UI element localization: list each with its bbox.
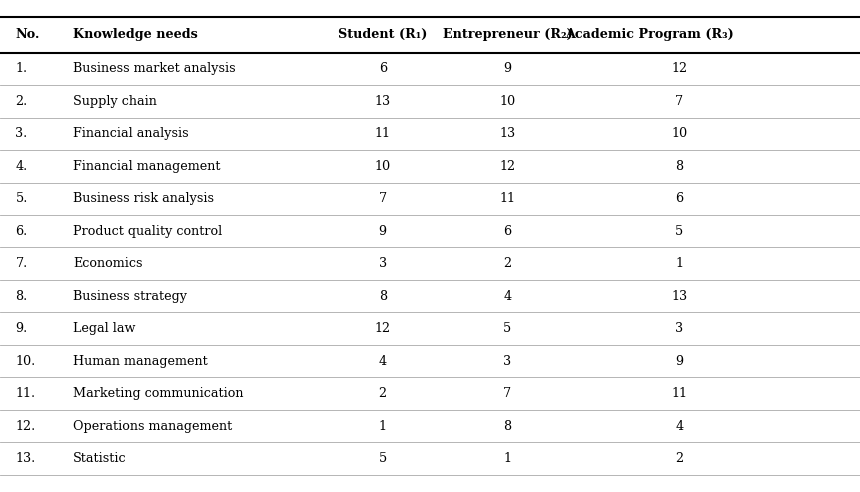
Text: 10: 10	[375, 160, 390, 173]
Text: Entrepreneur (R₂): Entrepreneur (R₂)	[443, 29, 572, 41]
Text: 13: 13	[672, 290, 687, 303]
Text: 8: 8	[378, 290, 387, 303]
Text: No.: No.	[15, 29, 40, 41]
Text: 9: 9	[675, 355, 684, 368]
Text: 4: 4	[503, 290, 512, 303]
Text: 7: 7	[503, 387, 512, 400]
Text: 9: 9	[378, 225, 387, 238]
Text: 12: 12	[672, 62, 687, 75]
Text: Business strategy: Business strategy	[73, 290, 187, 303]
Text: 3: 3	[378, 257, 387, 270]
Text: Academic Program (R₃): Academic Program (R₃)	[565, 29, 734, 41]
Text: Knowledge needs: Knowledge needs	[73, 29, 198, 41]
Text: Operations management: Operations management	[73, 420, 232, 432]
Text: 5.: 5.	[15, 192, 28, 205]
Text: 13: 13	[500, 127, 515, 140]
Text: 3: 3	[675, 322, 684, 335]
Text: 4: 4	[675, 420, 684, 432]
Text: Supply chain: Supply chain	[73, 95, 157, 108]
Text: Business risk analysis: Business risk analysis	[73, 192, 214, 205]
Text: 9: 9	[503, 62, 512, 75]
Text: 3.: 3.	[15, 127, 28, 140]
Text: 10.: 10.	[15, 355, 36, 368]
Text: 8.: 8.	[15, 290, 28, 303]
Text: 8: 8	[675, 160, 684, 173]
Text: 12: 12	[375, 322, 390, 335]
Text: 12: 12	[500, 160, 515, 173]
Text: 10: 10	[500, 95, 515, 108]
Text: 12.: 12.	[15, 420, 36, 432]
Text: Product quality control: Product quality control	[73, 225, 223, 238]
Text: 11: 11	[672, 387, 687, 400]
Text: 11.: 11.	[15, 387, 35, 400]
Text: 9.: 9.	[15, 322, 28, 335]
Text: 5: 5	[378, 452, 387, 465]
Text: 2: 2	[675, 452, 684, 465]
Text: Economics: Economics	[73, 257, 143, 270]
Text: 7: 7	[675, 95, 684, 108]
Text: Business market analysis: Business market analysis	[73, 62, 236, 75]
Text: 8: 8	[503, 420, 512, 432]
Text: 7: 7	[378, 192, 387, 205]
Text: Legal law: Legal law	[73, 322, 136, 335]
Text: 2: 2	[378, 387, 387, 400]
Text: 4.: 4.	[15, 160, 28, 173]
Text: Human management: Human management	[73, 355, 208, 368]
Text: 13.: 13.	[15, 452, 36, 465]
Text: 4: 4	[378, 355, 387, 368]
Text: 11: 11	[375, 127, 390, 140]
Text: 1: 1	[378, 420, 387, 432]
Text: 1.: 1.	[15, 62, 28, 75]
Text: Financial management: Financial management	[73, 160, 221, 173]
Text: 2.: 2.	[15, 95, 28, 108]
Text: Statistic: Statistic	[73, 452, 126, 465]
Text: Marketing communication: Marketing communication	[73, 387, 243, 400]
Text: 13: 13	[375, 95, 390, 108]
Text: 6: 6	[378, 62, 387, 75]
Text: Financial analysis: Financial analysis	[73, 127, 188, 140]
Text: 5: 5	[503, 322, 512, 335]
Text: 3: 3	[503, 355, 512, 368]
Text: 6.: 6.	[15, 225, 28, 238]
Text: Student (R₁): Student (R₁)	[338, 29, 427, 41]
Text: 10: 10	[672, 127, 687, 140]
Text: 1: 1	[503, 452, 512, 465]
Text: 6: 6	[503, 225, 512, 238]
Text: 11: 11	[500, 192, 515, 205]
Text: 1: 1	[675, 257, 684, 270]
Text: 6: 6	[675, 192, 684, 205]
Text: 7.: 7.	[15, 257, 28, 270]
Text: 5: 5	[675, 225, 684, 238]
Text: 2: 2	[503, 257, 512, 270]
